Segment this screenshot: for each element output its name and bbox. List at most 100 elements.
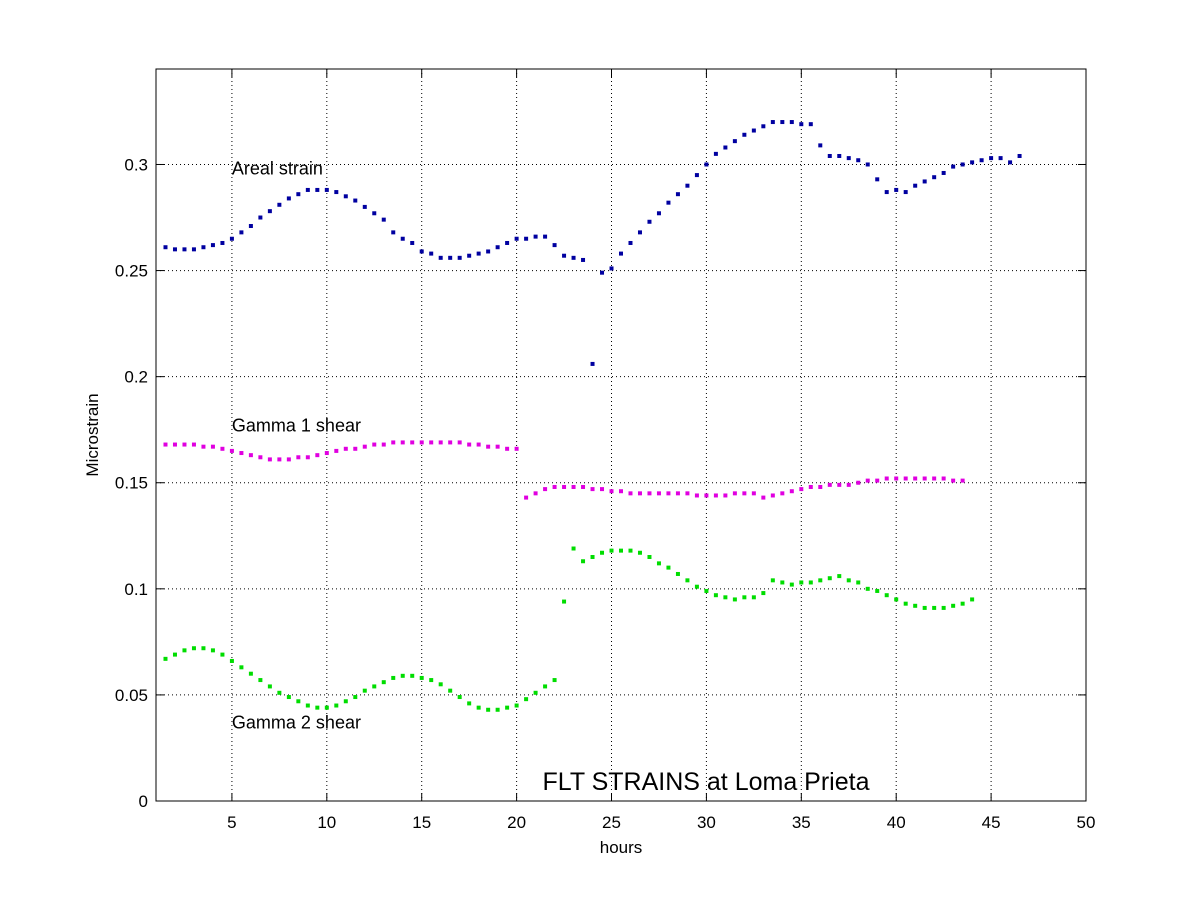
data-point [229,236,234,241]
data-point [495,707,500,712]
data-point [799,580,804,585]
data-point [163,245,168,250]
data-point [210,243,215,248]
data-point [248,453,253,458]
x-axis-label: hours [600,838,643,857]
data-point [808,122,813,127]
data-point [723,145,728,150]
data-point [343,446,348,451]
data-point [552,243,557,248]
data-point [353,198,358,203]
data-point [505,240,510,245]
data-point [305,703,310,708]
data-point [656,561,661,566]
data-point [248,671,253,676]
data-point [533,491,538,496]
data-point [808,580,813,585]
data-point [932,175,937,180]
data-point [239,665,244,670]
data-point [865,586,870,591]
data-point [884,593,889,598]
data-point [751,128,756,133]
data-point [951,164,956,169]
data-point [865,478,870,483]
data-point [182,648,187,653]
data-point [675,491,680,496]
data-point [324,451,329,456]
data-point [277,457,282,462]
data-point [998,156,1003,161]
data-point [400,236,405,241]
data-point [656,211,661,216]
data-point [524,697,529,702]
data-point [894,187,899,192]
data-point [761,591,766,596]
data-point [713,593,718,598]
data-point [761,495,766,500]
data-point [476,705,481,710]
data-point [637,550,642,555]
data-point [666,491,671,496]
plot-frame [155,68,1087,802]
data-point [761,124,766,129]
data-point [856,158,861,163]
data-point [581,484,586,489]
data-point [267,684,272,689]
data-point [941,476,946,481]
data-point [182,442,187,447]
data-point [239,230,244,235]
data-point [865,162,870,167]
data-point [429,440,434,445]
data-point [609,548,614,553]
data-point [524,495,529,500]
data-point [410,240,415,245]
data-point [419,440,424,445]
data-point [675,571,680,576]
data-point [846,578,851,583]
data-point [448,255,453,260]
data-point [619,489,623,494]
data-point [789,120,794,125]
data-point [514,703,519,708]
data-point [533,690,538,695]
data-point [505,705,510,710]
data-point [694,493,699,498]
data-point [419,249,424,254]
data-point [647,555,652,559]
data-point [846,156,851,161]
series-annotation: Areal strain [232,159,323,179]
data-point [438,682,443,687]
data-point [400,673,405,678]
data-point [524,236,529,241]
data-point [913,603,918,608]
data-point [808,484,813,489]
data-point [324,705,329,710]
data-point [315,453,320,458]
data-point [220,446,225,451]
grid [156,69,1086,801]
data-point [267,457,272,462]
data-point [903,601,908,606]
data-point [372,211,377,216]
data-point [562,484,567,489]
data-point [675,192,680,197]
data-point [562,599,567,604]
x-tick-label: 15 [412,813,431,832]
data-point [391,440,396,445]
data-point [694,584,699,589]
data-points [163,120,1022,712]
data-point [647,219,652,224]
data-point [543,234,548,239]
data-point [875,588,880,593]
data-point [856,580,861,585]
data-point [486,707,491,712]
data-point [467,253,472,258]
data-point [277,202,282,207]
data-point [818,484,823,489]
data-point [600,487,605,492]
data-point [656,491,661,496]
data-point [685,491,690,496]
data-point [239,451,244,456]
data-point [884,476,889,481]
